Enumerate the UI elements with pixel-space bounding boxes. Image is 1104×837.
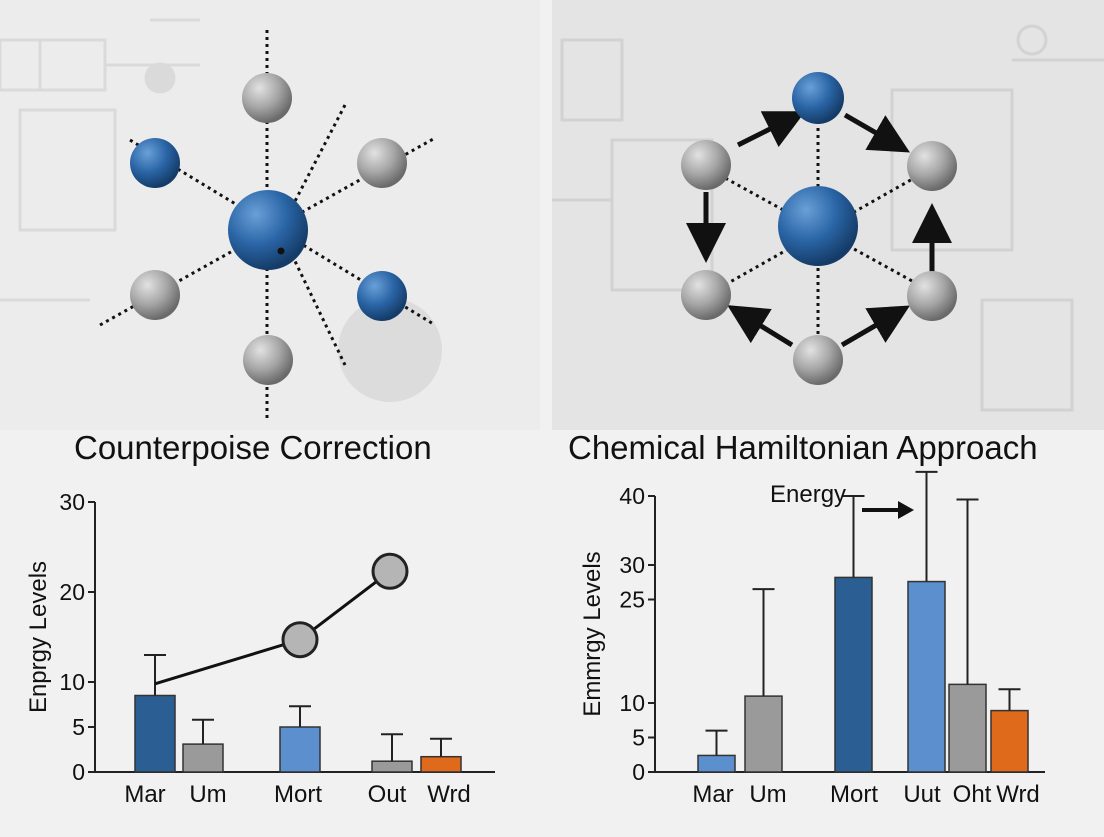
energy-arrow-head <box>898 501 914 519</box>
counterpoise-chart-svg: 0 5 10 20 30 Enprgy Levels Mar Um Mort Out Wrd <box>25 489 495 808</box>
background-circuit-decoration <box>0 18 442 402</box>
central-atom <box>778 186 858 266</box>
gray-atom-lower-right <box>907 271 957 321</box>
category-label: Um <box>189 781 226 808</box>
category-label: Mar <box>692 781 733 808</box>
bar <box>948 683 987 773</box>
gray-atom-lower-left <box>681 270 731 320</box>
category-label: Uut <box>903 781 941 808</box>
hamiltonian-illustration <box>552 0 1104 430</box>
gray-atom-lower-left <box>130 270 180 320</box>
y-axis-label: Enprgy Levels <box>25 561 52 713</box>
hamiltonian-title: Chemical Hamiltonian Approach <box>568 429 1038 466</box>
central-atom <box>228 190 308 270</box>
category-label: Wrd <box>427 781 471 808</box>
y-axis-label: Emmrgy Levels <box>579 551 606 716</box>
energy-annotation: Energy <box>770 481 846 508</box>
category-label: Out <box>368 781 407 808</box>
blue-atom-lower-right <box>357 271 407 321</box>
gray-atom-top <box>242 73 292 123</box>
y-tick-label: 10 <box>59 669 85 695</box>
trend-line <box>154 570 391 686</box>
bar <box>990 709 1029 773</box>
trend-marker <box>371 552 409 590</box>
hamiltonian-chart-svg: 0 5 10 25 30 40 Emmrgy Levels Mar Um Mort Uut Oht Wr… <box>579 470 1045 808</box>
counterpoise-molecule-diagram <box>0 18 442 420</box>
counterpoise-illustration <box>0 0 540 430</box>
category-label: Wrd <box>996 781 1040 808</box>
gray-atom-right <box>357 138 407 188</box>
blue-atom-left <box>130 138 180 188</box>
y-tick-label: 5 <box>632 725 645 751</box>
counterpoise-title: Counterpoise Correction <box>74 429 432 466</box>
gray-atom-upper-left <box>681 140 731 190</box>
atoms <box>130 73 407 385</box>
bar <box>420 755 462 773</box>
category-label: Mort <box>274 781 322 808</box>
bar <box>744 695 783 773</box>
bar <box>182 743 224 773</box>
bar <box>834 576 873 773</box>
y-tick-label: 10 <box>619 690 645 716</box>
y-tick-label: 0 <box>72 759 85 785</box>
trend-marker <box>281 621 319 659</box>
y-tick-label: 30 <box>619 552 645 578</box>
gray-atom-upper-right <box>907 141 957 191</box>
bar <box>279 726 321 773</box>
bar <box>697 754 736 773</box>
y-tick-label: 30 <box>59 489 85 515</box>
category-label: Oht <box>953 781 992 808</box>
background-circuit-decoration <box>552 24 1104 412</box>
blue-atom-top <box>792 72 844 124</box>
hamiltonian-molecule-diagram <box>552 24 1104 412</box>
y-tick-label: 20 <box>59 579 85 605</box>
category-label: Mar <box>124 781 165 808</box>
bar <box>907 580 946 773</box>
y-tick-label: 0 <box>632 759 645 785</box>
gray-atom-bottom <box>793 335 843 385</box>
bar <box>134 694 176 773</box>
gray-atom-bottom <box>243 335 293 385</box>
atoms <box>681 72 957 385</box>
hamiltonian-chart: 0 5 10 25 30 40 Emmrgy Levels Mar Um Mort Uut Oht Wr… <box>552 470 1104 832</box>
category-label: Um <box>749 781 786 808</box>
center-dot <box>277 247 285 255</box>
y-tick-label: 5 <box>72 714 85 740</box>
category-label: Mort <box>830 781 878 808</box>
bar <box>371 760 413 773</box>
y-tick-label: 25 <box>619 587 645 613</box>
counterpoise-chart: 0 5 10 20 30 Enprgy Levels Mar Um Mort Out Wrd <box>0 470 552 832</box>
flow-arrows <box>686 111 952 348</box>
y-tick-label: 40 <box>619 483 645 509</box>
